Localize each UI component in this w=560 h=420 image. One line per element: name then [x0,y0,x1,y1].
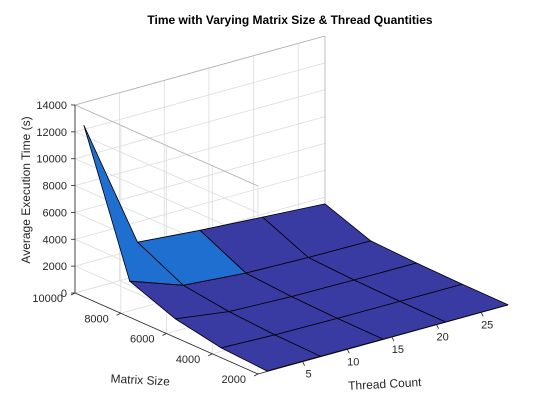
x-tick [302,361,306,366]
y-tick-label: 4000 [176,354,200,366]
y-tick-label: 8000 [84,313,108,325]
x-tick-label: 10 [347,356,359,368]
y-tick [116,312,121,316]
x-tick [436,324,439,329]
surface-patch [220,334,321,372]
z-tick-label: 6000 [43,207,67,219]
y-tick-label: 2000 [222,374,246,386]
z-tick-label: 8000 [43,181,67,193]
x-tick [346,349,350,354]
chart-title: Time with Varying Matrix Size & Thread Q… [147,13,433,27]
z-tick-label: 10000 [36,154,67,166]
z-tick-label: 2000 [43,261,67,273]
z-tick-label: 0 [61,288,67,300]
z-tick-label: 14000 [36,100,67,112]
x-tick-label: 20 [436,332,448,344]
y-tick [253,373,259,377]
x-tick-label: 5 [306,369,312,381]
y-tick [162,333,167,336]
x-tick-label: 15 [392,344,404,356]
y-tick [208,353,213,357]
x-tick-label: 25 [481,319,493,331]
tick-labels: 5101520252000400060008000100000200040006… [32,100,493,386]
y-axis-label: Matrix Size [110,371,170,388]
surface [83,125,509,372]
x-tick [391,336,395,342]
x-axis-label: Thread Count [348,375,423,393]
z-tick-label: 12000 [36,127,67,139]
z-tick-label: 4000 [43,234,67,246]
x-tick [480,312,484,317]
y-tick-label: 10000 [32,293,63,305]
y-tick-label: 6000 [130,334,154,346]
z-axis-label: Average Execution Time (s) [19,116,33,263]
